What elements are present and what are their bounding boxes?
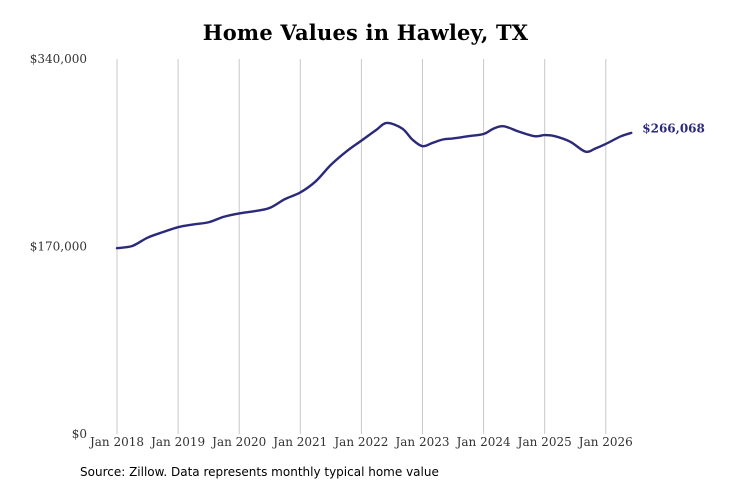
y-tick-label-0: $0 xyxy=(72,427,87,441)
x-tick-label-6: Jan 2024 xyxy=(455,435,511,449)
y-axis-tick-labels: $0 $170,000 $340,000 xyxy=(30,52,87,441)
x-tick-label-4: Jan 2022 xyxy=(332,435,388,449)
gridlines xyxy=(116,59,607,434)
x-tick-label-0: Jan 2018 xyxy=(88,435,144,449)
y-tick-label-1: $170,000 xyxy=(30,240,87,254)
y-tick-label-2: $340,000 xyxy=(30,52,87,66)
x-tick-label-8: Jan 2026 xyxy=(577,435,633,449)
x-tick-label-5: Jan 2023 xyxy=(393,435,449,449)
home-value-series-line xyxy=(115,121,633,250)
x-axis-tick-labels: Jan 2018 Jan 2019 Jan 2020 Jan 2021 Jan 2022… xyxy=(88,435,633,449)
x-tick-label-1: Jan 2019 xyxy=(149,435,205,449)
end-value-label: $266,068 xyxy=(642,121,705,135)
x-tick-label-2: Jan 2020 xyxy=(210,435,266,449)
x-tick-label-3: Jan 2021 xyxy=(271,435,327,449)
x-tick-label-7: Jan 2025 xyxy=(516,435,572,449)
source-note: Source: Zillow. Data represents monthly … xyxy=(80,465,439,479)
chart-title: Home Values in Hawley, TX xyxy=(202,20,529,45)
